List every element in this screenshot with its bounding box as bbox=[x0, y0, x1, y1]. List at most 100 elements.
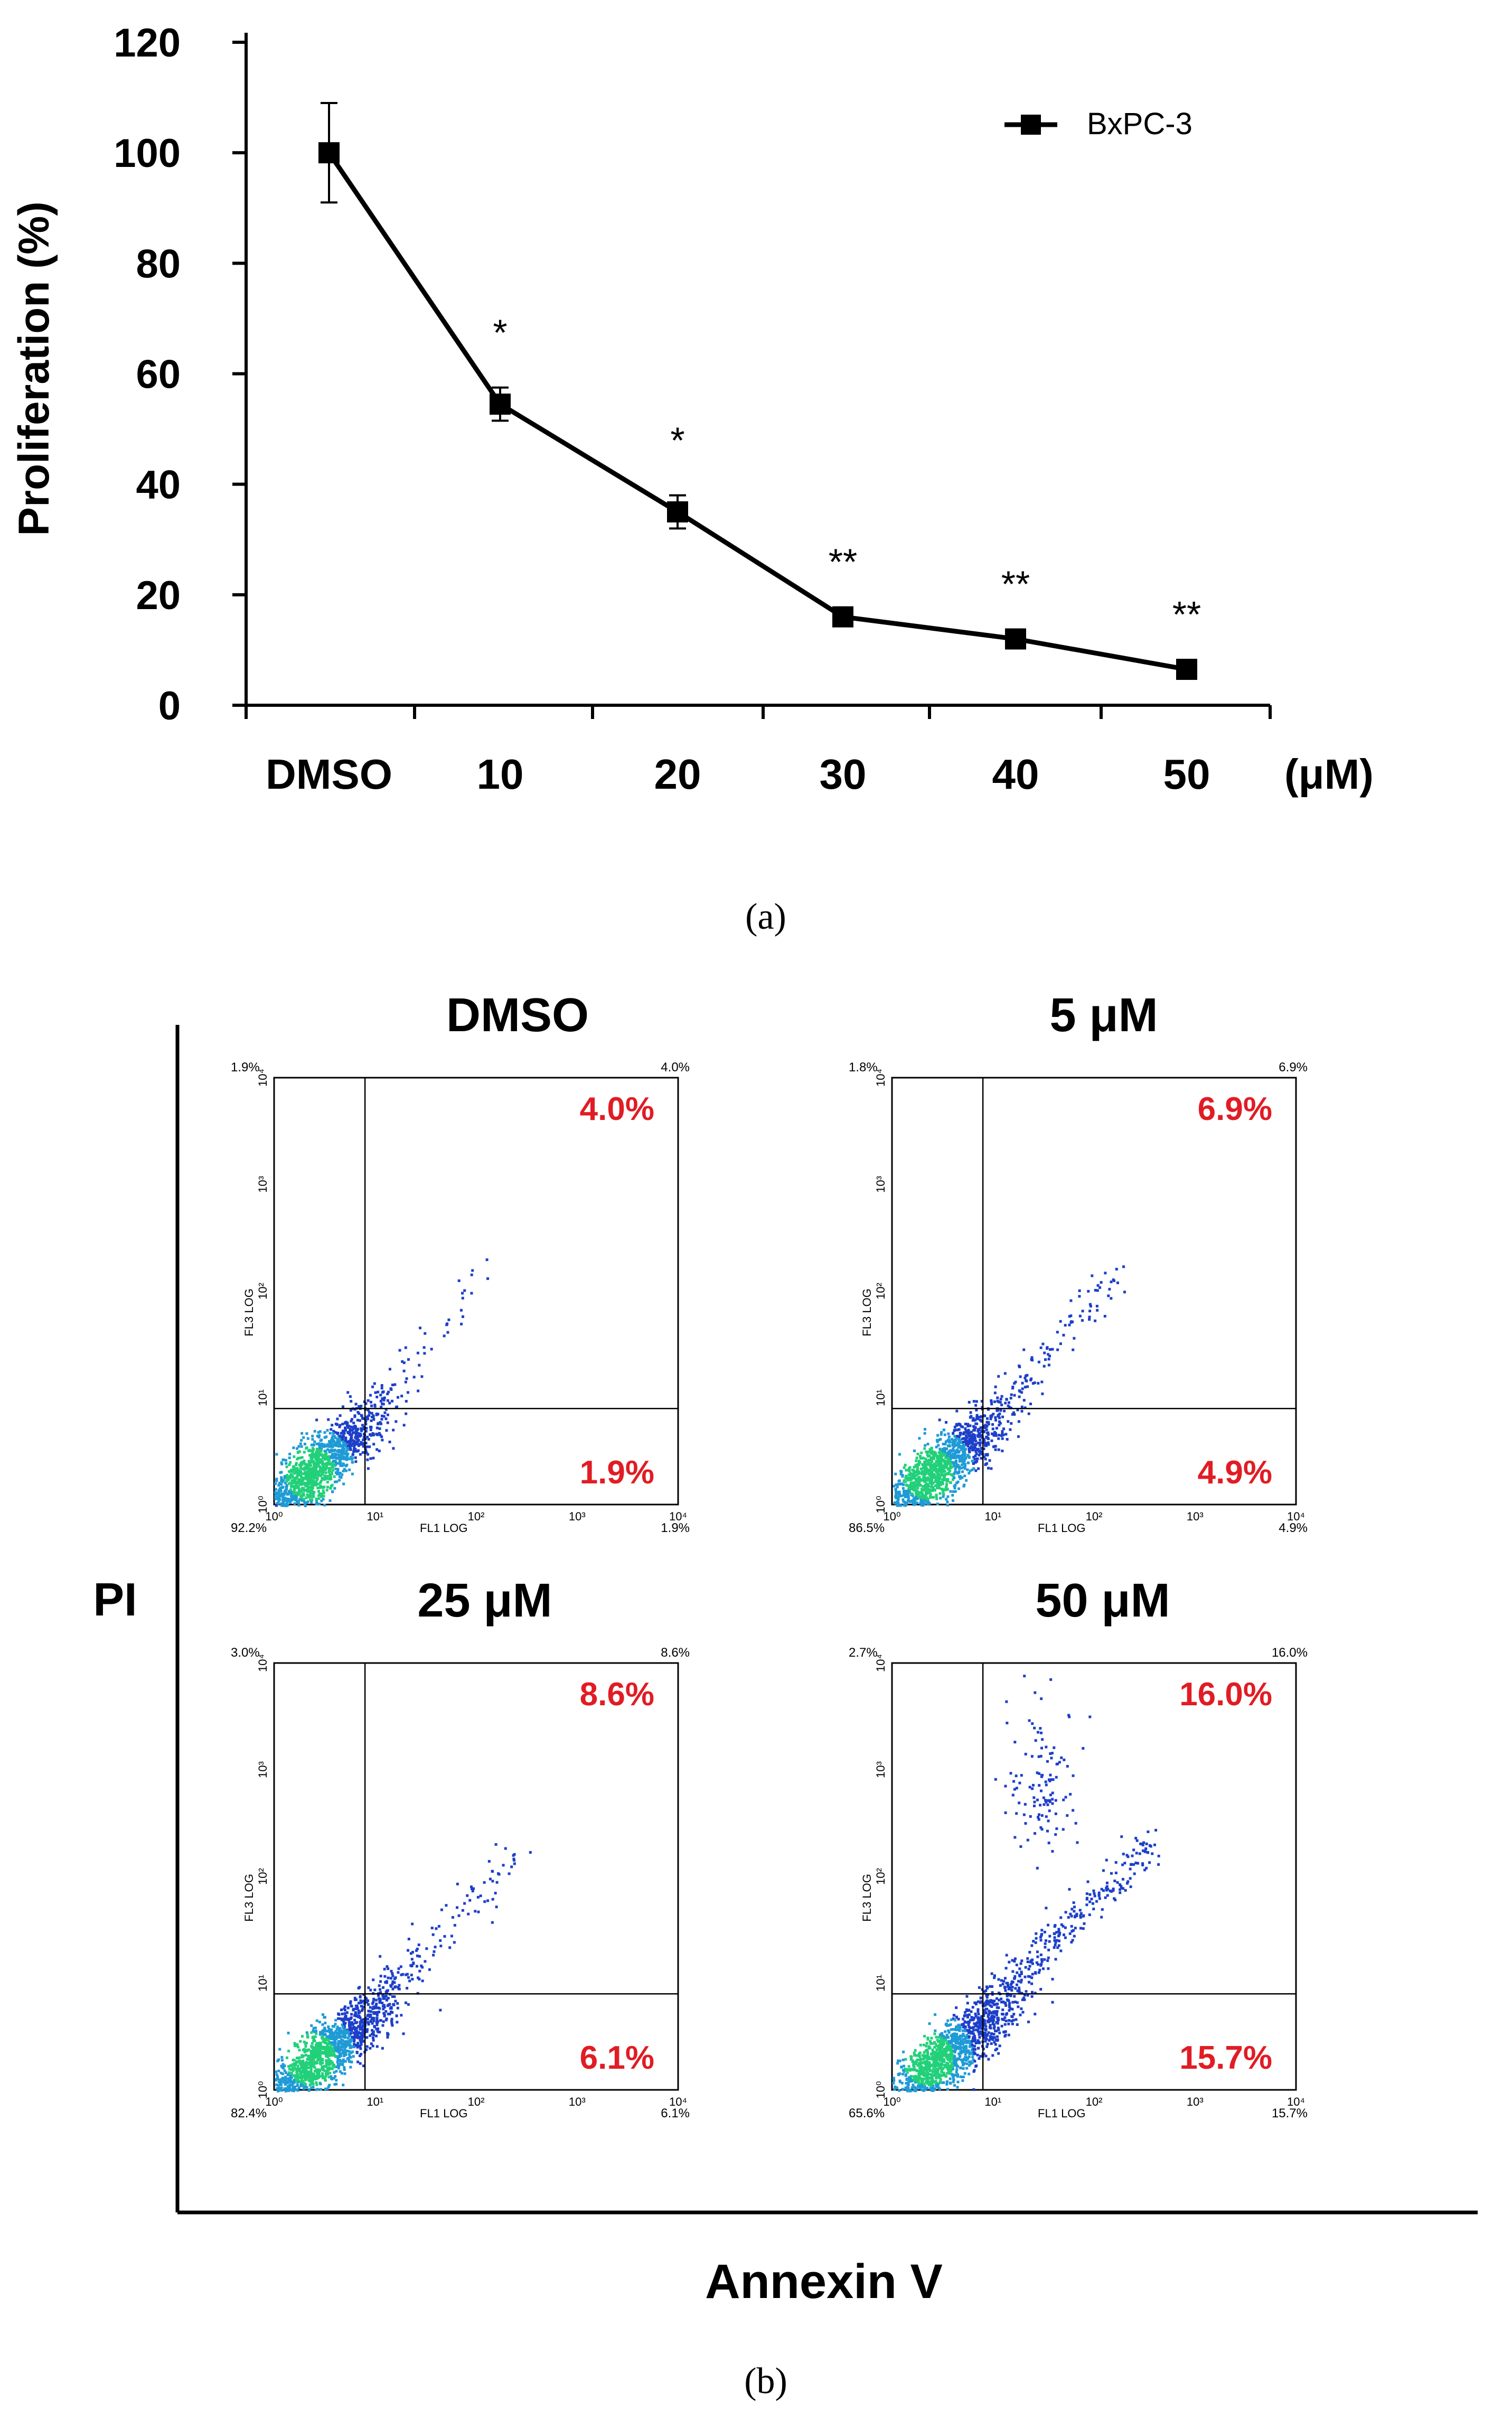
event-dot bbox=[341, 1431, 344, 1434]
event-dot bbox=[387, 1967, 390, 1970]
event-dot bbox=[932, 2050, 935, 2053]
event-dot bbox=[443, 1334, 446, 1338]
event-dot bbox=[370, 1404, 373, 1407]
event-dot bbox=[284, 2083, 287, 2086]
event-dot bbox=[898, 1479, 901, 1482]
event-dot bbox=[348, 1468, 351, 1471]
event-dot bbox=[920, 1494, 923, 1498]
event-dot bbox=[913, 1475, 916, 1479]
event-dot bbox=[291, 2063, 294, 2066]
event-dot bbox=[277, 1502, 280, 1505]
event-dot bbox=[386, 1413, 389, 1416]
event-dot bbox=[1123, 1291, 1126, 1294]
event-dot bbox=[983, 1414, 987, 1417]
event-dot bbox=[457, 1914, 461, 1917]
event-dot bbox=[943, 1460, 946, 1463]
event-dot bbox=[897, 1492, 900, 1495]
event-dot bbox=[289, 1491, 293, 1494]
event-dot bbox=[306, 2035, 309, 2039]
event-dot bbox=[951, 1474, 954, 1477]
event-dot bbox=[944, 2053, 947, 2057]
event-dot bbox=[347, 2043, 350, 2047]
event-dot bbox=[940, 1472, 943, 1475]
event-dot bbox=[938, 2087, 941, 2090]
event-dot bbox=[307, 1489, 311, 1492]
event-dot bbox=[456, 1882, 459, 1885]
event-dot bbox=[951, 1449, 954, 1452]
event-dot bbox=[989, 2004, 992, 2007]
event-dot bbox=[305, 1472, 308, 1475]
event-dot bbox=[918, 1461, 921, 1464]
event-dot bbox=[390, 1388, 393, 1391]
event-dot bbox=[393, 1995, 396, 1998]
event-dot bbox=[318, 2033, 322, 2036]
event-dot bbox=[964, 2040, 968, 2043]
event-dot bbox=[961, 1476, 964, 1479]
event-dot bbox=[907, 1497, 910, 1500]
plot-title: 25 μM bbox=[417, 1574, 552, 1627]
event-dot bbox=[917, 1494, 921, 1498]
event-dot bbox=[295, 2079, 298, 2082]
event-dot bbox=[962, 1457, 965, 1460]
event-dot bbox=[989, 2037, 992, 2040]
event-dot bbox=[991, 2054, 994, 2057]
event-dot bbox=[984, 2025, 988, 2028]
event-dot bbox=[964, 2035, 967, 2039]
event-dot bbox=[994, 1385, 997, 1388]
event-dot bbox=[954, 1461, 957, 1464]
event-dot bbox=[1078, 1314, 1082, 1318]
event-dot bbox=[331, 2032, 334, 2035]
event-dot bbox=[365, 1451, 368, 1454]
event-dot bbox=[985, 1996, 989, 1999]
event-dot bbox=[405, 1399, 408, 1403]
event-dot bbox=[946, 2066, 950, 2069]
event-dot bbox=[311, 1460, 314, 1463]
event-dot bbox=[288, 1456, 291, 1460]
event-dot bbox=[338, 1479, 341, 1482]
event-dot bbox=[937, 2051, 940, 2054]
event-dot bbox=[483, 1900, 486, 1903]
event-dot bbox=[974, 1443, 978, 1446]
event-dot bbox=[372, 2039, 375, 2042]
event-dot bbox=[959, 2034, 962, 2038]
event-dot bbox=[935, 2067, 938, 2070]
event-dot bbox=[350, 2005, 353, 2008]
event-dot bbox=[961, 1458, 964, 1461]
event-dot bbox=[984, 1442, 988, 1445]
event-dot bbox=[991, 1427, 994, 1431]
event-dot bbox=[939, 2078, 942, 2081]
event-dot bbox=[311, 1487, 314, 1490]
event-dot bbox=[338, 2063, 341, 2067]
event-dot bbox=[319, 2045, 322, 2048]
event-dot bbox=[957, 2052, 961, 2056]
event-dot bbox=[309, 1490, 313, 1493]
x-tick-label: 10² bbox=[1086, 2095, 1103, 2108]
event-dot bbox=[451, 1916, 454, 1919]
event-dot bbox=[318, 2054, 322, 2058]
event-dot bbox=[912, 1475, 915, 1478]
event-dot bbox=[307, 1477, 310, 1480]
event-dot bbox=[1023, 1376, 1027, 1379]
event-dot bbox=[348, 2050, 351, 2053]
event-dot bbox=[996, 1408, 999, 1412]
event-dot bbox=[394, 2000, 397, 2003]
event-dot bbox=[395, 1420, 398, 1423]
event-dot bbox=[960, 1466, 963, 1470]
event-dot bbox=[1078, 1295, 1081, 1298]
event-dot bbox=[927, 2076, 931, 2079]
event-dot bbox=[941, 2052, 944, 2055]
event-dot bbox=[1022, 1996, 1026, 2000]
event-dot bbox=[940, 1433, 943, 1436]
event-dot bbox=[406, 1391, 409, 1394]
y-tick-label: 10² bbox=[874, 1868, 887, 1885]
event-dot bbox=[903, 2070, 906, 2073]
event-dot bbox=[348, 2053, 351, 2056]
event-dot bbox=[320, 2043, 323, 2047]
event-dot bbox=[330, 2041, 333, 2044]
event-dot bbox=[300, 1463, 304, 1466]
event-dot bbox=[978, 1986, 981, 1989]
event-dot bbox=[309, 2050, 313, 2053]
event-dot bbox=[305, 1467, 308, 1470]
event-dot bbox=[491, 1880, 494, 1883]
event-dot bbox=[1017, 2005, 1020, 2009]
